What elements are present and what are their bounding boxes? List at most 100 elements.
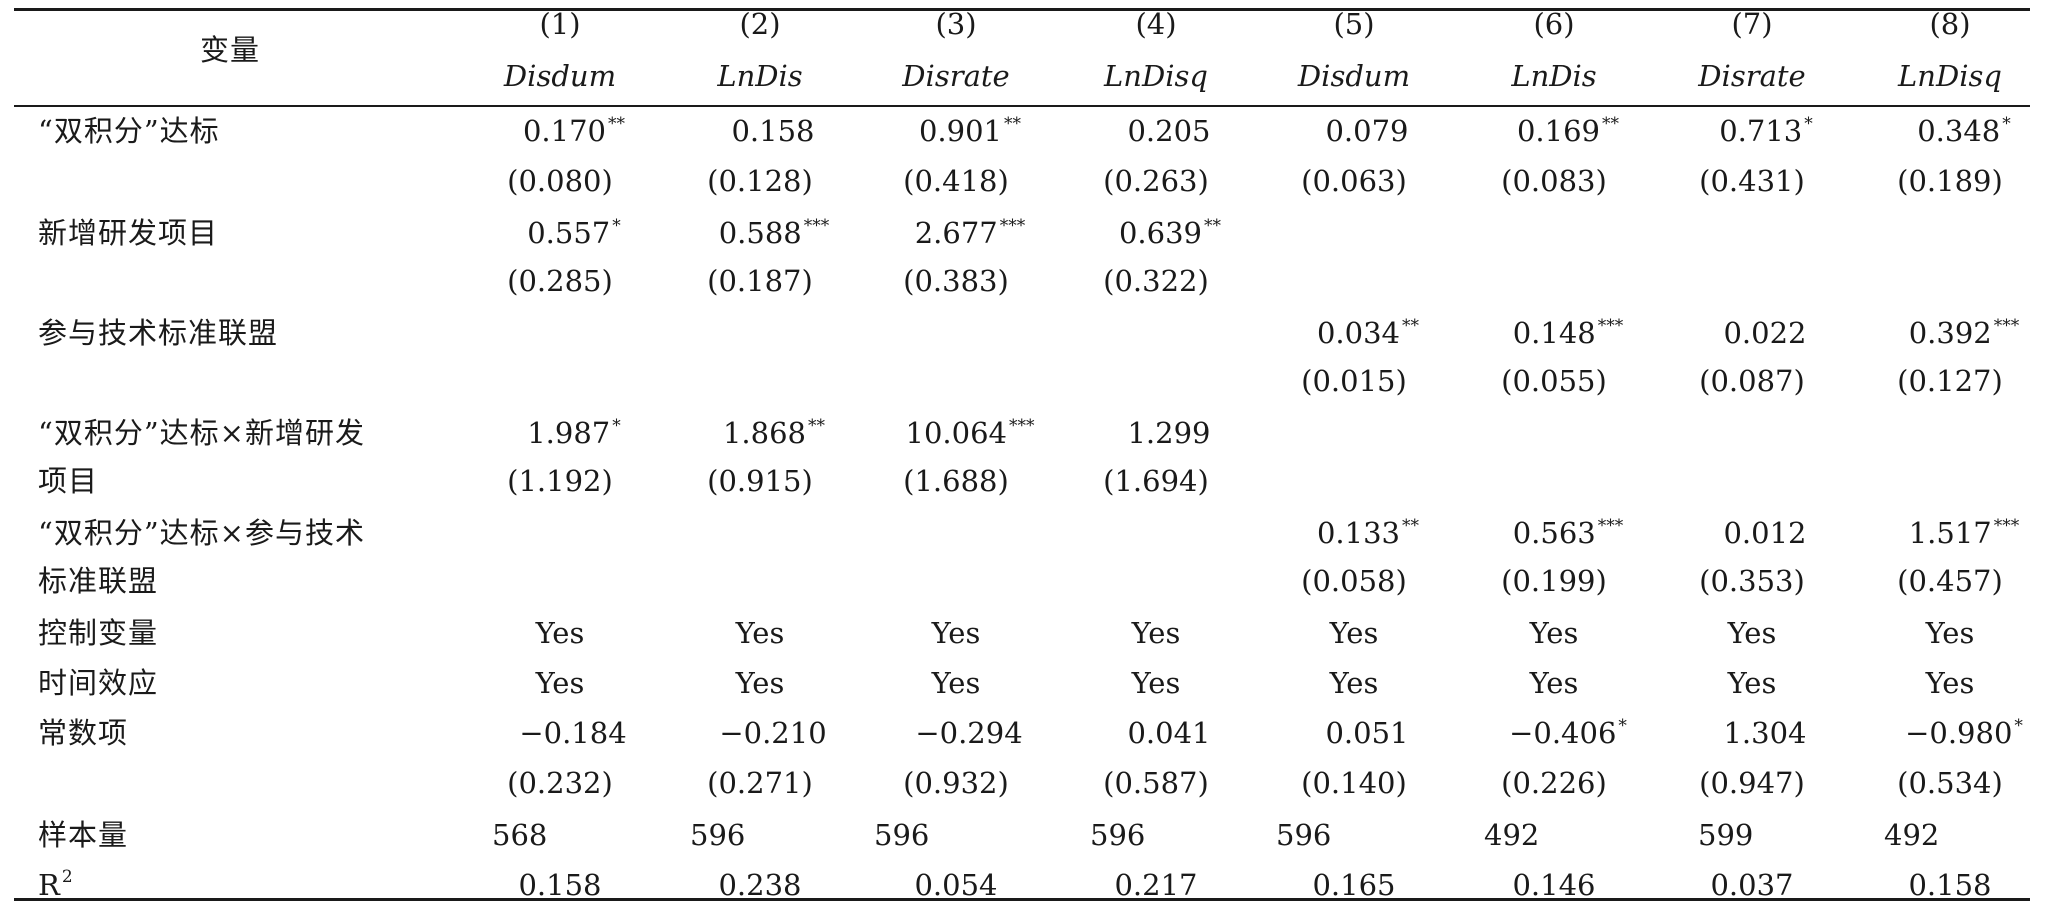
- yes-cell: Yes: [735, 666, 785, 700]
- coefficient-value: 0.148: [1512, 316, 1596, 350]
- coefficient-cell: 0.022: [1723, 313, 1808, 353]
- significance-stars: **: [1402, 516, 1420, 536]
- column-number: (5): [1333, 7, 1375, 41]
- sample-size-cell: 568: [492, 818, 548, 852]
- coefficient-cell: 1.299: [1127, 413, 1212, 453]
- significance-stars: **: [608, 114, 626, 134]
- standard-error: (0.271): [707, 766, 813, 800]
- coefficient-value: −0.184: [519, 716, 627, 750]
- column-name: LnDis: [717, 59, 803, 93]
- standard-error: (0.083): [1501, 164, 1607, 198]
- r-squared-cell: 0.037: [1710, 868, 1794, 902]
- row-label: 新增研发项目: [38, 216, 219, 250]
- yes-cell: Yes: [931, 666, 981, 700]
- coefficient-cell: 0.012: [1723, 513, 1808, 553]
- coefficient-value: 1.517: [1908, 516, 1992, 550]
- standard-error: (0.534): [1897, 766, 2003, 800]
- coefficient-value: 1.987: [527, 416, 611, 450]
- coefficient-cell: 0.133 **: [1317, 513, 1419, 553]
- row-label: 参与技术标准联盟: [38, 316, 279, 350]
- coefficient-value: 0.170: [522, 114, 607, 148]
- standard-error: (0.128): [707, 164, 813, 198]
- yes-cell: Yes: [1727, 616, 1777, 650]
- coefficient-cell: 0.051: [1325, 713, 1410, 753]
- sample-size-cell: 596: [1276, 818, 1332, 852]
- standard-error: (0.189): [1897, 164, 2003, 198]
- coefficient-value: −0.210: [719, 716, 827, 750]
- row-label: 时间效应: [38, 666, 159, 700]
- row-label: 标准联盟: [38, 564, 159, 598]
- coefficient-cell: 0.639 **: [1119, 213, 1221, 253]
- coefficient-value: 0.901: [918, 114, 1003, 148]
- yes-cell: Yes: [1131, 616, 1181, 650]
- r-squared-cell: 0.238: [718, 868, 802, 902]
- coefficient-value: 0.205: [1127, 114, 1211, 148]
- column-name: Disdum: [503, 59, 617, 93]
- standard-error: (0.431): [1699, 164, 1805, 198]
- significance-stars: ***: [1597, 516, 1624, 536]
- coefficient-cell: −0.980 *: [1905, 713, 2023, 753]
- r2-label: R: [38, 868, 61, 902]
- standard-error: (0.263): [1103, 164, 1209, 198]
- r-squared-cell: 0.158: [518, 868, 602, 902]
- significance-stars: *: [612, 416, 621, 436]
- standard-error: (0.285): [507, 264, 613, 298]
- standard-error: (1.688): [903, 464, 1009, 498]
- standard-error: (0.187): [707, 264, 813, 298]
- significance-stars: *: [1618, 716, 1627, 736]
- coefficient-cell: −0.210: [719, 713, 828, 753]
- coefficient-value: 0.133: [1316, 516, 1401, 550]
- significance-stars: **: [1004, 114, 1022, 134]
- column-number: (4): [1135, 7, 1177, 41]
- significance-stars: *: [2014, 716, 2023, 736]
- coefficient-value: 2.677: [914, 216, 998, 250]
- coefficient-value: 0.012: [1723, 516, 1807, 550]
- row-label: 控制变量: [38, 616, 159, 650]
- regression-table: 变量 (1) (2) (3) (4) (5) (6) (7) (8) Disdum LnDis Dis…: [14, 0, 2030, 912]
- coefficient-cell: 1.868 **: [723, 413, 825, 453]
- standard-error: (0.199): [1501, 564, 1607, 598]
- standard-error: (1.694): [1103, 464, 1209, 498]
- standard-error: (0.383): [903, 264, 1009, 298]
- coefficient-cell: 0.901 **: [919, 111, 1021, 151]
- yes-cell: Yes: [1529, 666, 1579, 700]
- coefficient-value: −0.980: [1905, 716, 2013, 750]
- standard-error: (0.080): [507, 164, 613, 198]
- significance-stars: **: [808, 416, 826, 436]
- table-rule-mid: [14, 105, 2030, 107]
- coefficient-cell: 2.677 ***: [915, 213, 1026, 253]
- significance-stars: **: [1402, 316, 1420, 336]
- row-label: R2: [38, 865, 74, 905]
- coefficient-value: 10.064: [905, 416, 1007, 450]
- significance-stars: ***: [1008, 416, 1035, 436]
- coefficient-value: −0.294: [915, 716, 1023, 750]
- yes-cell: Yes: [1329, 616, 1379, 650]
- yes-cell: Yes: [1925, 666, 1975, 700]
- coefficient-cell: 1.517 ***: [1909, 513, 2020, 553]
- yes-cell: Yes: [1529, 616, 1579, 650]
- column-number: (8): [1929, 7, 1971, 41]
- row-label: “双积分”达标×参与技术: [38, 516, 365, 550]
- yes-cell: Yes: [1925, 616, 1975, 650]
- standard-error: (0.418): [903, 164, 1009, 198]
- significance-stars: *: [612, 216, 621, 236]
- column-name: LnDisq: [1104, 59, 1208, 93]
- standard-error: (0.322): [1103, 264, 1209, 298]
- standard-error: (0.140): [1301, 766, 1407, 800]
- coefficient-cell: −0.294: [915, 713, 1024, 753]
- column-number: (1): [539, 7, 581, 41]
- coefficient-value: 0.713: [1719, 114, 1803, 148]
- coefficient-value: 0.563: [1512, 516, 1596, 550]
- coefficient-value: 0.169: [1516, 114, 1601, 148]
- standard-error: (0.127): [1897, 364, 2003, 398]
- coefficient-cell: 0.348 *: [1917, 111, 2011, 151]
- coefficient-cell: 1.987 *: [527, 413, 621, 453]
- column-number: (7): [1731, 7, 1773, 41]
- column-name: Disrate: [902, 59, 1010, 93]
- coefficient-value: 0.639: [1118, 216, 1203, 250]
- standard-error: (0.063): [1301, 164, 1407, 198]
- sample-size-cell: 492: [1484, 818, 1540, 852]
- coefficient-cell: 0.713 *: [1719, 111, 1813, 151]
- coefficient-value: 0.158: [731, 114, 815, 148]
- r-squared-cell: 0.217: [1114, 868, 1198, 902]
